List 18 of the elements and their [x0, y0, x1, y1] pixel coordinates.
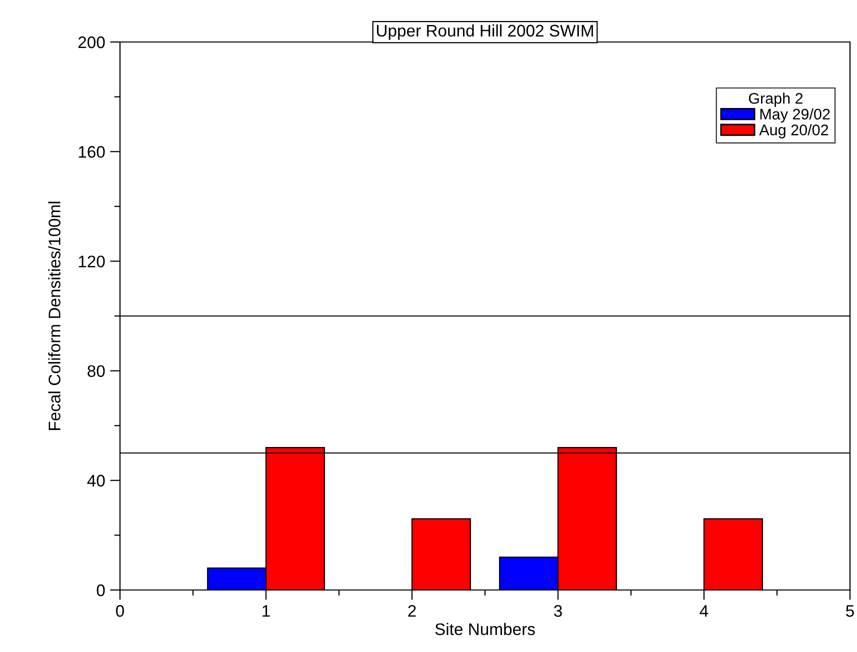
legend-label: May 29/02 — [760, 108, 830, 123]
x-tick-label: 5 — [846, 605, 854, 617]
legend-label: Aug 20/02 — [759, 124, 828, 138]
y-tick-label: 80 — [88, 365, 105, 378]
y-tick-label: 120 — [78, 256, 105, 268]
x-tick-label: 4 — [700, 605, 708, 617]
chart-title: Upper Round Hill 2002 SWIM — [376, 24, 593, 40]
y-axis-title: Fecal Coliform Densities/100ml — [48, 202, 60, 430]
x-tick-label: 2 — [408, 605, 416, 617]
y-tick-label: 40 — [87, 474, 105, 487]
x-tick-label: 1 — [262, 605, 270, 617]
y-tick-label: 0 — [96, 584, 105, 596]
x-tick-label: 3 — [554, 605, 562, 617]
legend-title: Graph 2 — [748, 92, 803, 107]
x-axis-title: Site Numbers — [435, 622, 535, 636]
x-tick-label: 0 — [116, 605, 124, 617]
y-tick-label: 200 — [78, 36, 105, 48]
y-tick-label: 160 — [78, 146, 105, 158]
